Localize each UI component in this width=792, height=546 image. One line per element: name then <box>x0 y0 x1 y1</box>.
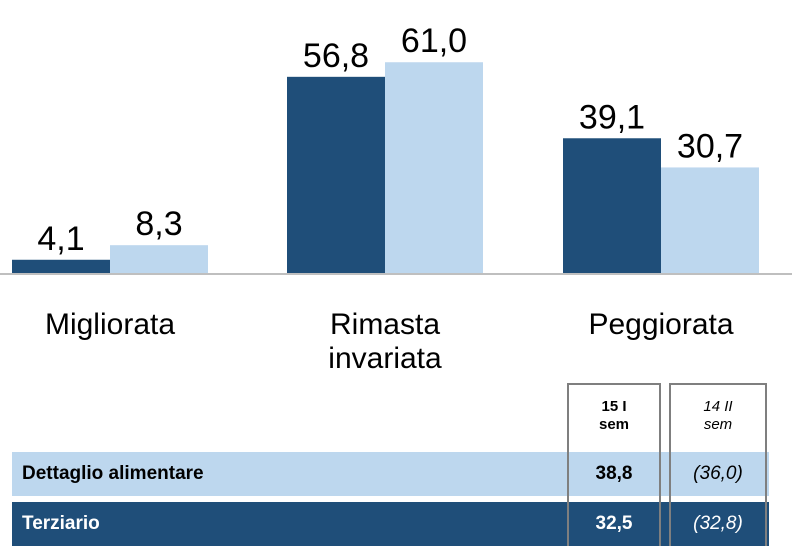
category-label: Migliorata <box>44 308 176 341</box>
cell: (32,8) <box>693 513 743 534</box>
value-label: 30,7 <box>677 127 743 165</box>
value-label: 39,1 <box>579 98 645 136</box>
column-header: 14 II sem <box>703 398 733 433</box>
bar <box>385 62 483 274</box>
row-label: Terziario <box>22 513 100 534</box>
value-label: 4,1 <box>37 220 84 258</box>
cell: (36,0) <box>693 463 743 484</box>
table-row: Terziario 32,5 (32,8) <box>12 502 769 546</box>
column-box <box>567 383 661 546</box>
category-label: Peggiorata <box>588 308 734 341</box>
value-label: 56,8 <box>303 37 369 75</box>
bar <box>287 76 385 274</box>
table-row: Dettaglio alimentare 38,8 (36,0) <box>12 452 769 496</box>
column-box <box>669 383 767 546</box>
cell: 32,5 <box>595 513 633 534</box>
row-label: Dettaglio alimentare <box>22 463 204 484</box>
bar <box>12 259 110 274</box>
bar <box>661 167 759 274</box>
value-label: 61,0 <box>401 22 467 60</box>
cell: 38,8 <box>595 463 633 484</box>
value-label: 8,3 <box>135 205 182 243</box>
column-header: 15 I sem <box>598 398 630 433</box>
bar <box>563 138 661 274</box>
bar <box>110 245 208 274</box>
category-label: Rimasta invariata <box>328 308 442 375</box>
